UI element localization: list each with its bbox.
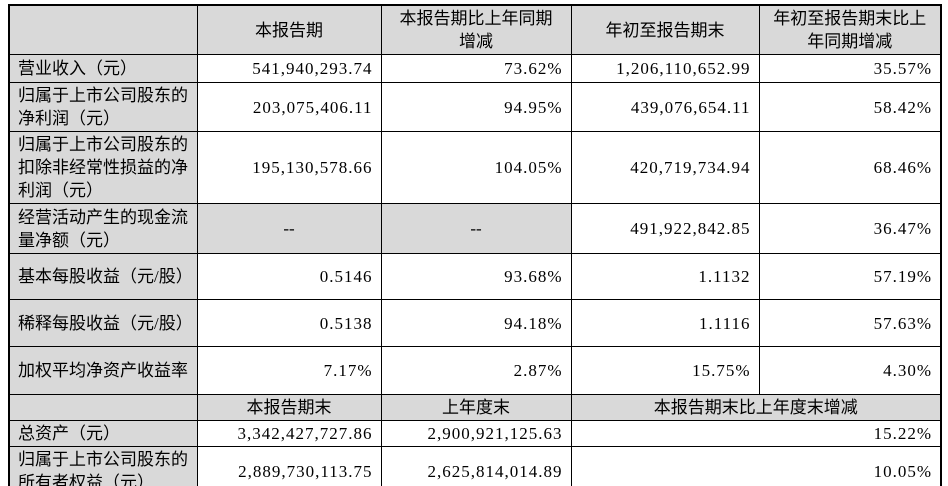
table-row: 本报告期末 上年度末 本报告期末比上年度末增减: [8, 394, 942, 421]
table-row: 总资产（元） 3,342,427,727.86 2,900,921,125.63…: [8, 420, 942, 447]
cell-ytd-yoy-change: 35.57%: [758, 54, 942, 83]
corner-cell: [8, 394, 198, 421]
cell-current-period: 541,940,293.74: [196, 54, 382, 83]
col-header-year-to-date: 年初至报告期末: [570, 4, 760, 55]
col-header-end-of-period: 本报告期末: [196, 394, 382, 421]
cell-current-period: --: [196, 203, 382, 254]
table-row: 本报告期 本报告期比上年同期增减 年初至报告期末 年初至报告期末比上年同期增减: [8, 4, 942, 55]
row-label-diluted-eps: 稀释每股收益（元/股）: [8, 299, 198, 347]
cell-yoy-change: 94.18%: [380, 299, 572, 347]
table-row: 营业收入（元） 541,940,293.74 73.62% 1,206,110,…: [8, 54, 942, 83]
row-label-equity-attributable: 归属于上市公司股东的所有者权益（元）: [8, 446, 198, 486]
cell-ytd: 439,076,654.11: [570, 82, 760, 132]
cell-ytd-yoy-change: 68.46%: [758, 131, 942, 204]
col-header-current-period-yoy-change: 本报告期比上年同期增减: [380, 4, 572, 55]
cell-current-period: 0.5138: [196, 299, 382, 347]
table-row: 归属于上市公司股东的扣除非经常性损益的净利润（元） 195,130,578.66…: [8, 131, 942, 204]
cell-yoy-change: 73.62%: [380, 54, 572, 83]
cell-prior-year-end: 2,625,814,014.89: [380, 446, 572, 486]
financial-summary-table: 本报告期 本报告期比上年同期增减 年初至报告期末 年初至报告期末比上年同期增减 …: [8, 4, 942, 486]
cell-ytd-yoy-change: 58.42%: [758, 82, 942, 132]
col-header-current-period: 本报告期: [196, 4, 382, 55]
col-header-change-vs-prior-year-end: 本报告期末比上年度末增减: [570, 394, 942, 421]
table-row: 稀释每股收益（元/股） 0.5138 94.18% 1.1116 57.63%: [8, 299, 942, 347]
corner-cell: [8, 4, 198, 55]
cell-current-period: 203,075,406.11: [196, 82, 382, 132]
cell-ytd: 15.75%: [570, 346, 760, 395]
cell-ytd-yoy-change: 4.30%: [758, 346, 942, 395]
cell-yoy-change: 94.95%: [380, 82, 572, 132]
table-row: 加权平均净资产收益率 7.17% 2.87% 15.75% 4.30%: [8, 346, 942, 395]
table-row: 归属于上市公司股东的净利润（元） 203,075,406.11 94.95% 4…: [8, 82, 942, 132]
cell-yoy-change: --: [380, 203, 572, 254]
cell-ytd-yoy-change: 57.63%: [758, 299, 942, 347]
table-row: 基本每股收益（元/股） 0.5146 93.68% 1.1132 57.19%: [8, 253, 942, 300]
cell-ytd: 491,922,842.85: [570, 203, 760, 254]
row-label-revenue: 营业收入（元）: [8, 54, 198, 83]
row-label-basic-eps: 基本每股收益（元/股）: [8, 253, 198, 300]
cell-yoy-change: 2.87%: [380, 346, 572, 395]
cell-ytd: 1.1132: [570, 253, 760, 300]
cell-change: 10.05%: [570, 446, 942, 486]
cell-ytd: 1,206,110,652.99: [570, 54, 760, 83]
row-label-net-profit: 归属于上市公司股东的净利润（元）: [8, 82, 198, 132]
cell-current-period: 195,130,578.66: [196, 131, 382, 204]
cell-end-of-period: 2,889,730,113.75: [196, 446, 382, 486]
cell-current-period: 7.17%: [196, 346, 382, 395]
row-label-total-assets: 总资产（元）: [8, 420, 198, 447]
cell-ytd: 1.1116: [570, 299, 760, 347]
row-label-weighted-avg-roe: 加权平均净资产收益率: [8, 346, 198, 395]
row-label-operating-cash-flow: 经营活动产生的现金流量净额（元）: [8, 203, 198, 254]
cell-current-period: 0.5146: [196, 253, 382, 300]
col-header-end-of-prior-year: 上年度末: [380, 394, 572, 421]
cell-prior-year-end: 2,900,921,125.63: [380, 420, 572, 447]
cell-yoy-change: 104.05%: [380, 131, 572, 204]
table-row: 归属于上市公司股东的所有者权益（元） 2,889,730,113.75 2,62…: [8, 446, 942, 486]
cell-yoy-change: 93.68%: [380, 253, 572, 300]
table-row: 经营活动产生的现金流量净额（元） -- -- 491,922,842.85 36…: [8, 203, 942, 254]
row-label-net-profit-excl-nonrecurring: 归属于上市公司股东的扣除非经常性损益的净利润（元）: [8, 131, 198, 204]
cell-ytd-yoy-change: 36.47%: [758, 203, 942, 254]
col-header-year-to-date-yoy-change: 年初至报告期末比上年同期增减: [758, 4, 942, 55]
cell-change: 15.22%: [570, 420, 942, 447]
cell-ytd: 420,719,734.94: [570, 131, 760, 204]
cell-ytd-yoy-change: 57.19%: [758, 253, 942, 300]
cell-end-of-period: 3,342,427,727.86: [196, 420, 382, 447]
